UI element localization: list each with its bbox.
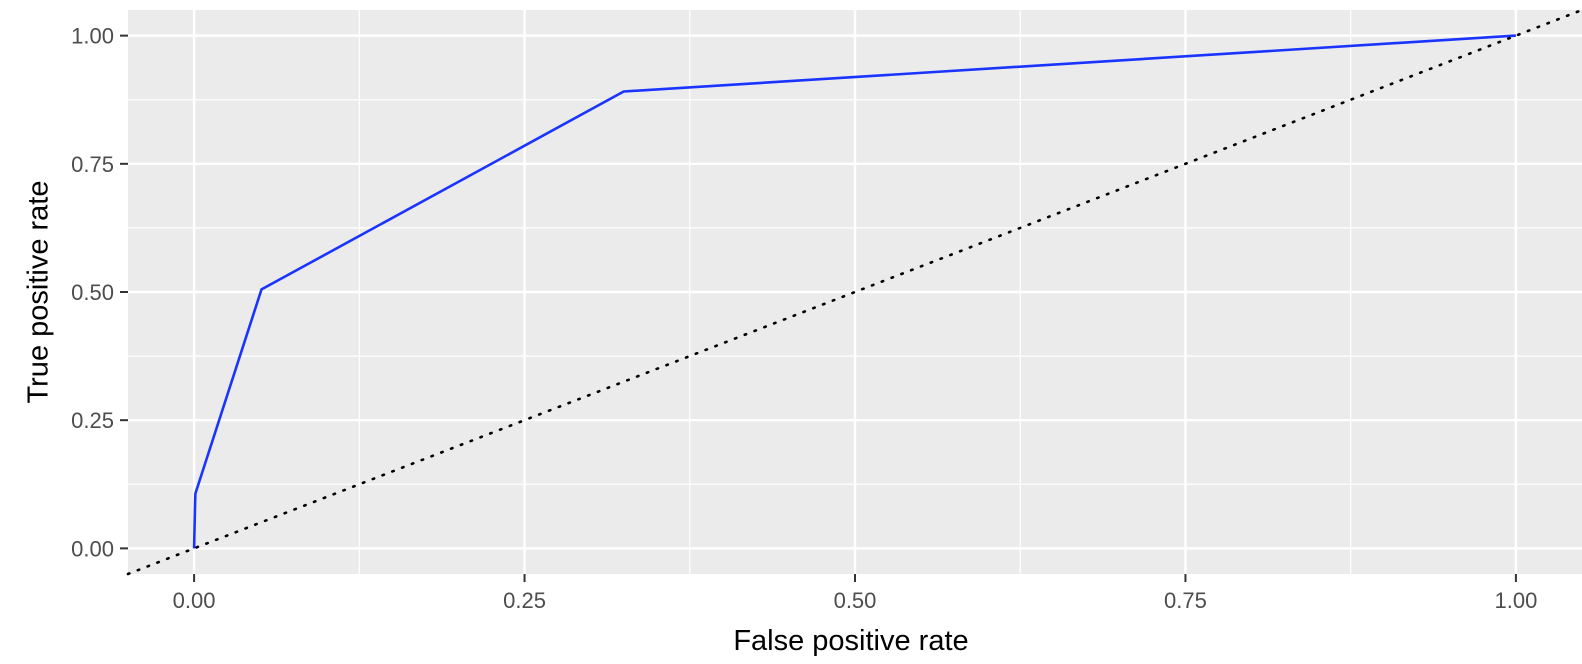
y-axis-title: True positive rate bbox=[23, 181, 55, 404]
y-tick-label: 0.00 bbox=[71, 536, 114, 561]
y-tick-labels: 0.00 0.25 0.50 0.75 1.00 bbox=[71, 24, 114, 562]
axis-ticks bbox=[120, 34, 1517, 582]
x-tick-labels: 0.00 0.25 0.50 0.75 1.00 bbox=[173, 588, 1538, 613]
y-tick-label: 1.00 bbox=[71, 24, 114, 49]
x-tick-label: 0.00 bbox=[173, 588, 216, 613]
diagonal-reference-line bbox=[126, 8, 1582, 576]
x-axis-title: False positive rate bbox=[733, 625, 968, 657]
series-layer bbox=[126, 8, 1582, 576]
y-tick-label: 0.25 bbox=[71, 408, 114, 433]
y-tick-label: 0.50 bbox=[71, 280, 114, 305]
x-tick-label: 0.25 bbox=[503, 588, 546, 613]
x-tick-label: 0.50 bbox=[834, 588, 877, 613]
x-tick-label: 0.75 bbox=[1164, 588, 1207, 613]
x-tick-label: 1.00 bbox=[1494, 588, 1537, 613]
y-tick-label: 0.75 bbox=[71, 152, 114, 177]
roc-curve-line bbox=[192, 34, 1516, 549]
